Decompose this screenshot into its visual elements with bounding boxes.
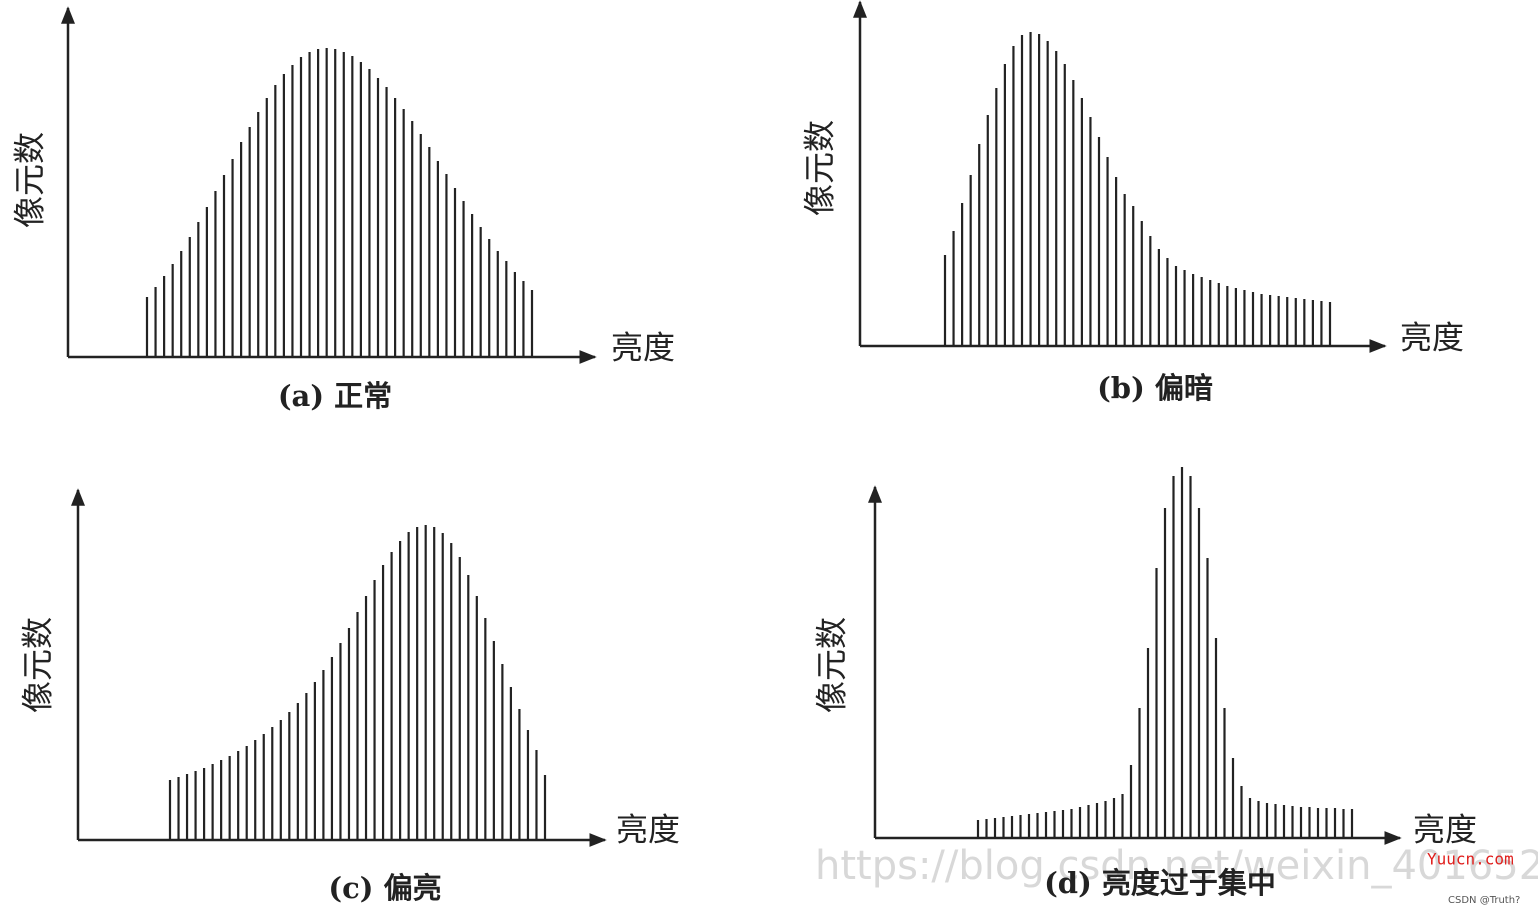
y-axis-label: 像元数 xyxy=(11,132,49,228)
y-axis-label: 像元数 xyxy=(801,120,839,216)
panel-caption: (d) 亮度过于集中 xyxy=(1044,866,1276,900)
x-axis-label: 亮度 xyxy=(611,329,675,367)
watermark-url: https://blog.csdn.net/weixin_40165260 xyxy=(815,843,1538,889)
watermark-site: Yuucn.com xyxy=(1427,850,1514,869)
x-axis-label: 亮度 xyxy=(1400,319,1464,357)
x-axis-label: 亮度 xyxy=(616,811,680,849)
panel-caption: (c) 偏亮 xyxy=(328,871,441,905)
x-axis-label: 亮度 xyxy=(1413,811,1477,849)
panel-caption: (b) 偏暗 xyxy=(1097,371,1213,405)
y-axis-label: 像元数 xyxy=(813,617,851,713)
y-axis-label: 像元数 xyxy=(19,617,57,713)
panel-caption: (a) 正常 xyxy=(278,379,392,413)
watermark-author: CSDN @Truth? xyxy=(1448,895,1520,906)
